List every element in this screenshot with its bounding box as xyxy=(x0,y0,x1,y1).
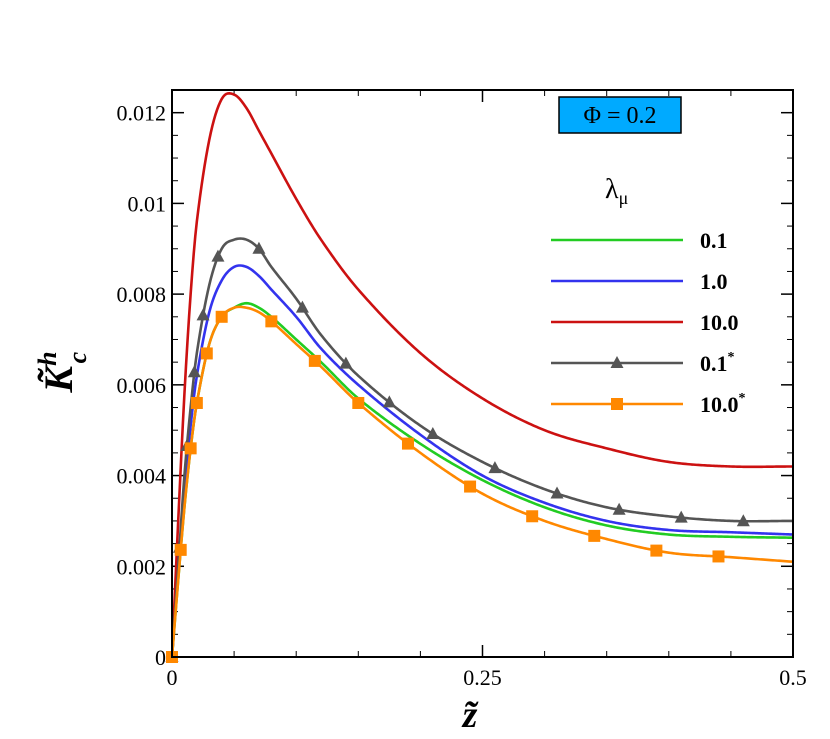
triangle-marker xyxy=(187,365,201,378)
series-layer xyxy=(165,92,794,663)
plot-frame xyxy=(171,89,794,658)
x-tick-label: 0 xyxy=(167,665,178,690)
svg-text:z̃: z̃ xyxy=(461,694,480,736)
square-marker xyxy=(464,480,477,493)
triangle-marker xyxy=(612,502,626,515)
y-tick-label: 0.012 xyxy=(117,101,167,126)
y-axis-title: K̃hc xyxy=(33,351,92,393)
legend-triangle-marker xyxy=(610,356,624,368)
square-marker xyxy=(200,347,213,360)
legend-label: 1.0 xyxy=(700,269,728,294)
legend-item: 1.0 xyxy=(551,269,728,294)
square-marker xyxy=(712,550,725,563)
triangle-marker xyxy=(674,510,688,523)
x-tick-labels: 0 0.25 0.5 xyxy=(167,665,807,690)
series-line xyxy=(170,237,793,658)
y-tick-label: 0.004 xyxy=(117,464,167,489)
phi-annotation-text: Φ = 0.2 xyxy=(583,103,656,129)
x-tick-label: 0.5 xyxy=(779,665,807,690)
legend-item: 0.1* xyxy=(551,350,735,376)
square-marker xyxy=(352,396,365,409)
legend-title: λμ xyxy=(605,174,628,208)
triangle-marker xyxy=(211,249,225,262)
legend-item: 10.0 xyxy=(551,310,739,335)
y-tick-label: 0 xyxy=(155,645,166,670)
square-marker xyxy=(265,315,278,328)
square-marker xyxy=(190,396,203,409)
triangle-marker xyxy=(426,426,440,439)
square-marker xyxy=(308,354,321,367)
triangle-marker xyxy=(252,241,266,254)
legend-label: 10.0* xyxy=(700,391,746,417)
series-4 xyxy=(165,237,793,662)
x-axis-title: z̃ xyxy=(461,694,480,736)
triangle-marker xyxy=(339,356,353,369)
square-marker xyxy=(401,437,414,450)
series-line xyxy=(170,264,794,658)
legend-item: 0.1 xyxy=(551,228,728,253)
series-2 xyxy=(170,264,794,658)
series-line xyxy=(170,92,793,658)
square-marker xyxy=(174,543,187,556)
triangle-marker xyxy=(295,300,309,313)
legend-square-marker xyxy=(611,398,623,410)
square-marker xyxy=(526,510,539,523)
legend-item: 10.0* xyxy=(551,391,746,417)
square-marker xyxy=(650,544,663,557)
square-marker xyxy=(184,442,197,455)
phi-annotation-box xyxy=(558,96,682,134)
triangle-marker xyxy=(382,395,396,408)
square-marker xyxy=(588,529,601,542)
square-marker xyxy=(215,310,228,323)
legend-label: 0.1 xyxy=(700,228,728,253)
svg-text:K̃hc: K̃hc xyxy=(33,351,92,393)
triangle-marker xyxy=(736,514,750,527)
legend: λμ 0.1 1.0 10.0 0.1* 10.0* xyxy=(551,174,746,417)
triangle-marker xyxy=(550,486,564,499)
y-tick-label: 0.002 xyxy=(117,554,167,579)
series-3 xyxy=(170,92,793,658)
legend-label: 0.1* xyxy=(700,350,735,376)
triangle-marker xyxy=(488,461,502,474)
y-tick-label: 0.01 xyxy=(128,191,167,216)
y-tick-label: 0.008 xyxy=(117,282,167,307)
triangle-marker xyxy=(196,308,210,321)
phi-annotation: Φ = 0.2 xyxy=(558,96,682,134)
series-5 xyxy=(166,305,794,663)
legend-label: 10.0 xyxy=(700,310,739,335)
y-tick-labels: 0 0.002 0.004 0.006 0.008 0.01 0.012 xyxy=(117,101,167,670)
x-tick-label: 0.25 xyxy=(463,665,502,690)
y-tick-label: 0.006 xyxy=(117,373,167,398)
